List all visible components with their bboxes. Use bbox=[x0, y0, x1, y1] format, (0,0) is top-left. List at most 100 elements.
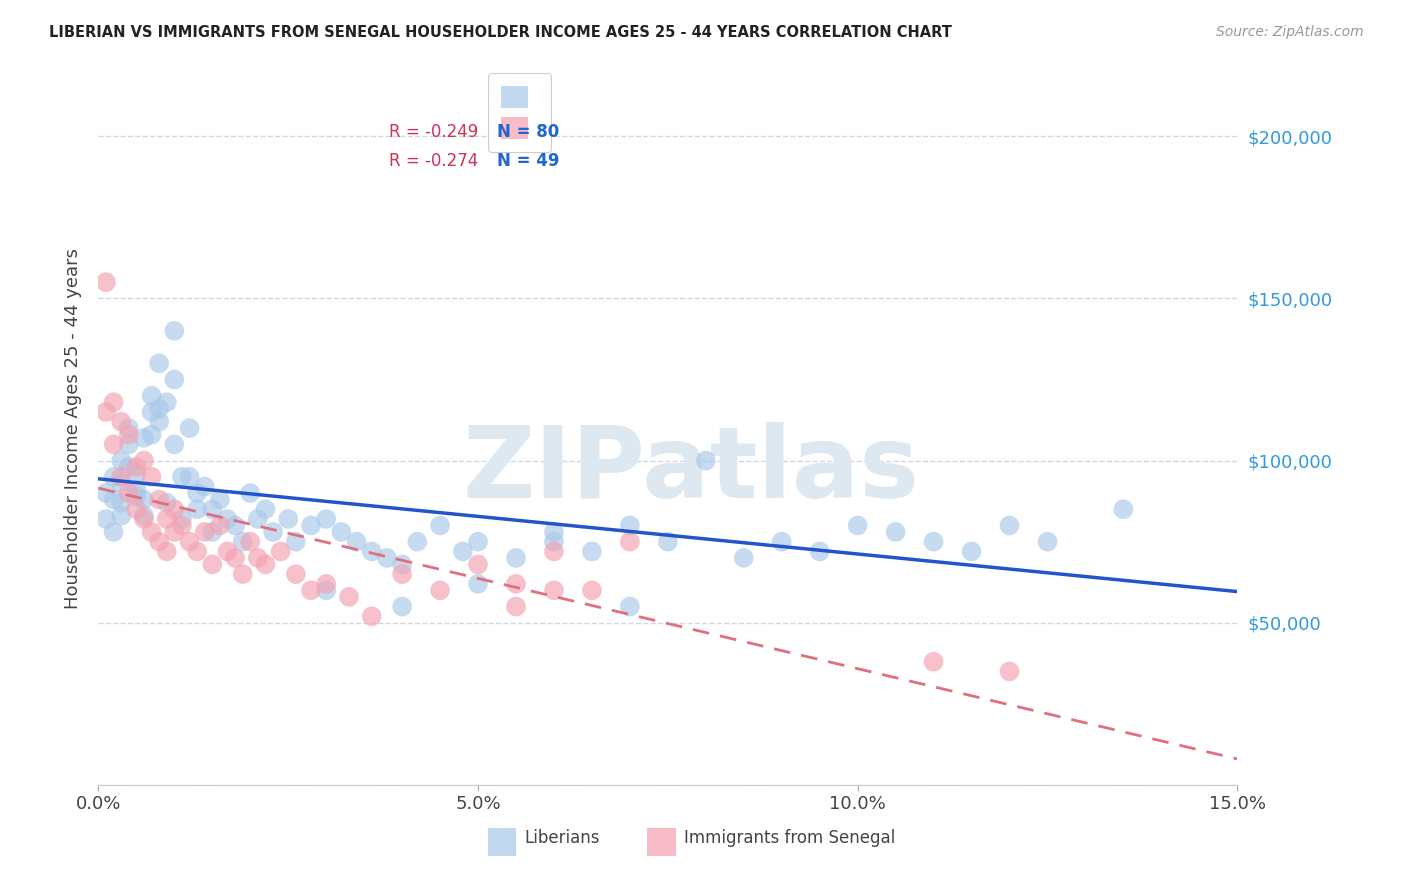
Point bbox=[94, 275, 117, 289]
Point bbox=[110, 508, 132, 523]
Point bbox=[254, 502, 277, 516]
Point bbox=[179, 534, 201, 549]
Point bbox=[315, 583, 337, 598]
Point bbox=[118, 427, 141, 442]
Point bbox=[277, 512, 299, 526]
Point bbox=[1112, 502, 1135, 516]
Point bbox=[94, 405, 117, 419]
Point bbox=[406, 534, 429, 549]
Legend: , : , bbox=[488, 73, 551, 152]
Point bbox=[194, 524, 217, 539]
Point bbox=[179, 470, 201, 484]
Point bbox=[543, 583, 565, 598]
Point bbox=[156, 544, 179, 558]
Point bbox=[1036, 534, 1059, 549]
Point bbox=[960, 544, 983, 558]
Point bbox=[239, 534, 262, 549]
Point bbox=[284, 534, 307, 549]
Point bbox=[315, 512, 337, 526]
Point bbox=[125, 489, 148, 503]
Point bbox=[733, 550, 755, 565]
Point bbox=[217, 512, 239, 526]
Point bbox=[808, 544, 831, 558]
Point bbox=[194, 479, 217, 493]
Point bbox=[156, 395, 179, 409]
Point bbox=[132, 431, 155, 445]
Point bbox=[246, 512, 269, 526]
Point bbox=[118, 460, 141, 475]
Point bbox=[998, 665, 1021, 679]
Point bbox=[998, 518, 1021, 533]
Point bbox=[141, 389, 163, 403]
Point bbox=[505, 577, 527, 591]
Point bbox=[846, 518, 869, 533]
Point bbox=[103, 470, 125, 484]
Point bbox=[148, 415, 170, 429]
Point bbox=[505, 550, 527, 565]
Point bbox=[186, 486, 208, 500]
Point bbox=[163, 502, 186, 516]
Point bbox=[186, 502, 208, 516]
Point bbox=[103, 437, 125, 451]
Point bbox=[299, 583, 322, 598]
Point bbox=[201, 524, 224, 539]
Point bbox=[619, 534, 641, 549]
Point bbox=[118, 437, 141, 451]
Text: R = -0.249: R = -0.249 bbox=[389, 123, 478, 141]
Point bbox=[299, 518, 322, 533]
Point bbox=[132, 512, 155, 526]
Point bbox=[467, 577, 489, 591]
Point bbox=[770, 534, 793, 549]
Point bbox=[141, 405, 163, 419]
Point bbox=[232, 534, 254, 549]
Point bbox=[208, 492, 231, 507]
Text: ZIPatlas: ZIPatlas bbox=[463, 423, 920, 519]
Point bbox=[125, 502, 148, 516]
Point bbox=[451, 544, 474, 558]
Point bbox=[103, 395, 125, 409]
Point bbox=[132, 508, 155, 523]
Text: Immigrants from Senegal: Immigrants from Senegal bbox=[683, 830, 896, 847]
Point bbox=[429, 518, 451, 533]
Point bbox=[224, 550, 246, 565]
Point bbox=[922, 655, 945, 669]
Point bbox=[103, 524, 125, 539]
Point bbox=[246, 550, 269, 565]
Point bbox=[201, 558, 224, 572]
Point bbox=[163, 524, 186, 539]
Point bbox=[125, 460, 148, 475]
Point bbox=[170, 512, 193, 526]
Point bbox=[110, 496, 132, 510]
FancyBboxPatch shape bbox=[488, 828, 516, 856]
Point bbox=[94, 486, 117, 500]
Point bbox=[232, 567, 254, 582]
Point bbox=[270, 544, 292, 558]
Point bbox=[163, 324, 186, 338]
Point bbox=[201, 502, 224, 516]
Point bbox=[284, 567, 307, 582]
Point bbox=[330, 524, 353, 539]
Point bbox=[125, 483, 148, 497]
Point bbox=[148, 401, 170, 416]
Point bbox=[619, 599, 641, 614]
Point bbox=[132, 453, 155, 467]
Point bbox=[141, 427, 163, 442]
Point bbox=[346, 534, 368, 549]
Text: N = 49: N = 49 bbox=[498, 152, 560, 169]
Point bbox=[163, 437, 186, 451]
Point bbox=[254, 558, 277, 572]
FancyBboxPatch shape bbox=[647, 828, 676, 856]
Point bbox=[170, 518, 193, 533]
Point bbox=[148, 492, 170, 507]
Point bbox=[132, 492, 155, 507]
Text: Liberians: Liberians bbox=[524, 830, 600, 847]
Point bbox=[315, 577, 337, 591]
Point bbox=[110, 470, 132, 484]
Point bbox=[141, 470, 163, 484]
Point bbox=[163, 372, 186, 386]
Text: Source: ZipAtlas.com: Source: ZipAtlas.com bbox=[1216, 25, 1364, 39]
Point bbox=[118, 421, 141, 435]
Point bbox=[148, 534, 170, 549]
Point bbox=[884, 524, 907, 539]
Point bbox=[337, 590, 360, 604]
